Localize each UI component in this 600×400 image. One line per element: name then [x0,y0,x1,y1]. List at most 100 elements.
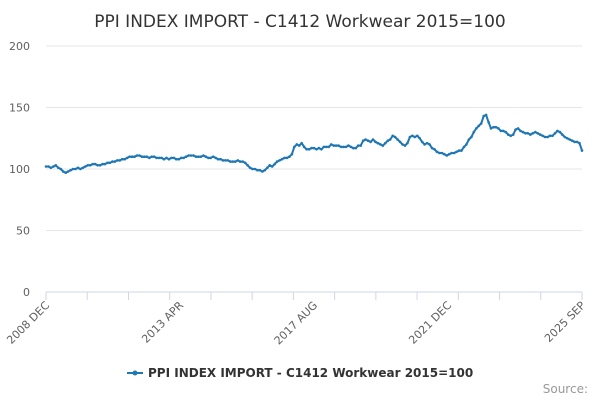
data-point [288,155,291,158]
data-point [401,143,404,146]
data-point [521,130,525,134]
data-point [455,150,458,154]
data-point [413,135,417,139]
data-point [236,159,240,162]
data-point [148,156,151,160]
data-point [408,135,412,139]
data-point [502,129,505,133]
data-point [457,149,461,152]
data-point [337,144,340,147]
data-point [157,156,161,160]
source-credit[interactable]: Source: [543,382,588,396]
data-point [556,129,559,133]
data-point [76,166,80,170]
data-point [484,113,488,117]
data-point [325,145,328,149]
data-point [553,132,557,135]
data-point [152,155,156,158]
data-point [580,149,584,152]
data-point [184,155,188,158]
y-tick-label: 200 [9,40,30,53]
data-point [573,140,576,144]
data-point [519,129,522,133]
data-point [428,143,431,146]
y-axis-tick-labels: 0 50 100 150 200 [9,40,30,299]
data-point [221,159,225,162]
data-point [155,156,158,160]
data-point [578,141,581,145]
data-point [268,164,272,167]
data-point [258,168,262,172]
data-point [543,135,547,139]
data-point [575,140,579,144]
data-point [307,148,311,151]
data-point [349,145,353,149]
data-point [226,159,230,162]
data-point [374,140,377,144]
data-point [86,164,90,167]
data-point [524,132,527,135]
data-point [452,151,456,155]
x-tick-label: 2025 SEP [542,299,588,345]
data-point [59,167,63,171]
data-point [231,160,235,163]
data-point [320,148,323,151]
legend[interactable]: PPI INDEX IMPORT - C1412 Workwear 2015=1… [127,366,473,380]
data-point [430,146,434,150]
data-point [302,145,306,149]
data-point [334,144,338,147]
data-point [450,151,454,155]
data-point [322,145,326,149]
data-point [261,170,264,173]
data-point [329,143,333,146]
data-point [98,164,102,167]
data-point [297,144,301,147]
data-point [494,125,498,129]
data-point [538,133,542,136]
data-point [120,157,124,161]
data-point [103,162,107,166]
data-point [347,144,350,147]
data-point [514,128,517,131]
data-point [536,132,539,135]
data-point [162,157,166,161]
data-point [79,167,82,171]
data-point [462,145,466,149]
y-tick-label: 150 [9,102,30,115]
data-point [64,171,67,174]
data-point [273,162,277,166]
data-point [44,165,48,168]
x-tick-label: 2013 APR [139,299,186,346]
data-point [371,138,375,141]
data-point [214,156,217,160]
data-point [509,134,512,138]
data-point [140,155,144,158]
data-point [310,146,313,150]
data-point [69,168,72,172]
x-tick-label: 2008 DEC [4,299,52,347]
data-point [548,134,552,138]
data-point [74,167,77,171]
x-tick-label: 2021 DEC [406,299,454,347]
data-point [71,167,75,171]
data-point [197,155,200,158]
data-point [133,155,136,158]
data-point [295,143,299,146]
data-point [123,157,126,161]
data-point [116,159,119,162]
data-point [300,141,304,145]
data-point [315,148,318,151]
y-tick-label: 0 [23,286,30,299]
data-point [361,139,365,142]
data-point [229,160,232,163]
data-point [388,138,392,141]
data-point [384,141,387,145]
data-point [438,151,441,155]
data-point [332,144,336,147]
data-point [475,127,478,130]
data-point [234,160,237,163]
gridlines [46,45,582,231]
data-point [406,141,409,145]
data-point [266,166,269,170]
